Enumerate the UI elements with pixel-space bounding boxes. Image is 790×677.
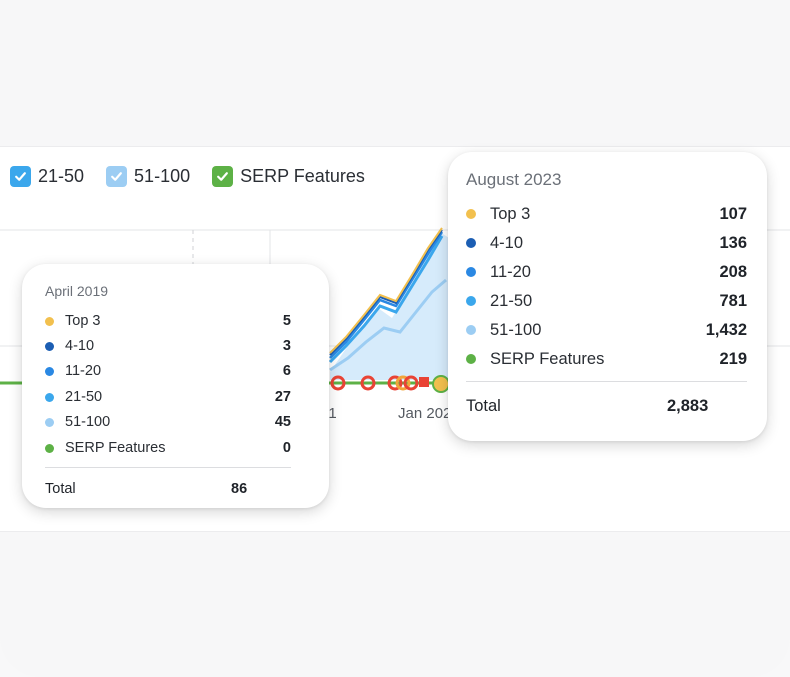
total-label: Total <box>45 481 76 497</box>
row-label: Top 3 <box>490 204 531 223</box>
row-value: 136 <box>719 233 747 252</box>
row-value: 3 <box>282 338 291 354</box>
google-icon <box>403 375 419 391</box>
row-label: 4-10 <box>65 338 95 354</box>
tooltip-row-serp-features: SERP Features 219 <box>466 348 747 370</box>
row-label: 21-50 <box>65 389 103 405</box>
tooltip-august-2023: August 2023 Top 3 107 4-10 136 11-20 208… <box>448 152 767 441</box>
google-icon <box>330 375 346 391</box>
tooltip-divider <box>466 381 747 382</box>
tooltip-divider <box>45 467 291 468</box>
row-label: Top 3 <box>65 313 101 329</box>
checkbox-51-100[interactable] <box>106 166 128 187</box>
google-icon <box>387 375 403 391</box>
total-label: Total <box>466 397 501 415</box>
tooltip-title: August 2023 <box>466 170 562 189</box>
legend-label-51-100: 51-100 <box>134 166 191 186</box>
row-value: 208 <box>719 262 747 281</box>
row-label: 11-20 <box>490 262 531 281</box>
line-top3 <box>329 227 443 354</box>
chart-legend: 21-50 51-100 SERP Features <box>10 166 387 187</box>
tooltip-total: Total 86 <box>45 481 291 497</box>
r21-50-dot-icon <box>466 296 476 306</box>
top3-dot-icon <box>466 209 476 219</box>
row-label: 51-100 <box>490 320 542 339</box>
legend-item-21-50[interactable]: 21-50 <box>10 166 84 187</box>
chart-plot <box>0 227 790 420</box>
top3-dot-icon <box>45 316 54 326</box>
line-51-100 <box>329 278 447 372</box>
row-value: 219 <box>719 349 747 368</box>
line-4-10 <box>329 229 443 356</box>
legend-label-serp-features: SERP Features <box>240 166 365 186</box>
tooltip-row-top3: Top 3 107 <box>466 203 747 225</box>
flag-icon <box>419 377 429 387</box>
tooltip-april-2019: April 2019 Top 3 5 4-10 3 11-20 6 21-50 … <box>22 264 329 508</box>
google-icon <box>395 375 411 391</box>
check-icon <box>217 172 229 181</box>
r11-20-dot-icon <box>45 366 54 376</box>
row-value: 107 <box>719 204 747 223</box>
tooltip-row-51-100: 51-100 1,432 <box>466 319 747 341</box>
row-value: 781 <box>719 291 747 310</box>
checkbox-serp-features[interactable] <box>212 166 234 187</box>
tooltip-total: Total 2,883 <box>466 397 747 416</box>
tooltip-row-51-100: 51-100 45 <box>45 412 291 432</box>
row-label: 21-50 <box>490 291 533 310</box>
legend-item-51-100[interactable]: 51-100 <box>106 166 190 187</box>
serp-dot-icon <box>45 443 54 453</box>
tooltip-row-11-20: 11-20 208 <box>466 261 747 283</box>
serp-dot-icon <box>466 354 476 364</box>
total-value: 86 <box>231 481 248 497</box>
row-label: SERP Features <box>65 440 166 456</box>
row-value: 6 <box>282 363 291 379</box>
r4-10-dot-icon <box>45 341 54 351</box>
line-11-20 <box>329 231 444 359</box>
tooltip-row-top3: Top 3 5 <box>45 311 291 331</box>
serp-feature-markers <box>330 375 450 393</box>
row-value: 45 <box>274 414 291 430</box>
r51-100-dot-icon <box>45 417 54 427</box>
checkbox-21-50[interactable] <box>10 166 31 187</box>
row-value: 27 <box>274 389 291 405</box>
r21-50-dot-icon <box>45 392 54 402</box>
tooltip-row-11-20: 11-20 6 <box>45 361 291 381</box>
r51-100-dot-icon <box>466 325 476 335</box>
line-21-50 <box>328 235 444 364</box>
tooltip-row-21-50: 21-50 27 <box>45 387 291 407</box>
row-value: 5 <box>282 313 291 329</box>
tooltip-row-4-10: 4-10 136 <box>466 232 747 254</box>
total-value: 2,883 <box>667 397 709 415</box>
tooltip-row-21-50: 21-50 781 <box>466 290 747 312</box>
tooltip-row-4-10: 4-10 3 <box>45 336 291 356</box>
row-label: 11-20 <box>65 363 102 379</box>
legend-label-21-50: 21-50 <box>38 166 85 186</box>
row-label: 4-10 <box>490 233 524 252</box>
r4-10-dot-icon <box>466 238 476 248</box>
check-icon <box>15 172 26 181</box>
row-value: 0 <box>282 440 291 456</box>
tooltip-row-serp-features: SERP Features 0 <box>45 438 291 458</box>
x-axis-tick: Jan 202 <box>398 405 452 422</box>
legend-item-serp-features[interactable]: SERP Features <box>212 166 365 187</box>
r11-20-dot-icon <box>466 267 476 277</box>
row-label: SERP Features <box>490 349 605 368</box>
google-icon <box>360 375 376 391</box>
row-value: 1,432 <box>705 320 747 339</box>
feature-icon <box>432 375 450 393</box>
check-icon <box>111 172 122 181</box>
tooltip-title: April 2019 <box>45 283 109 299</box>
row-label: 51-100 <box>65 414 111 430</box>
